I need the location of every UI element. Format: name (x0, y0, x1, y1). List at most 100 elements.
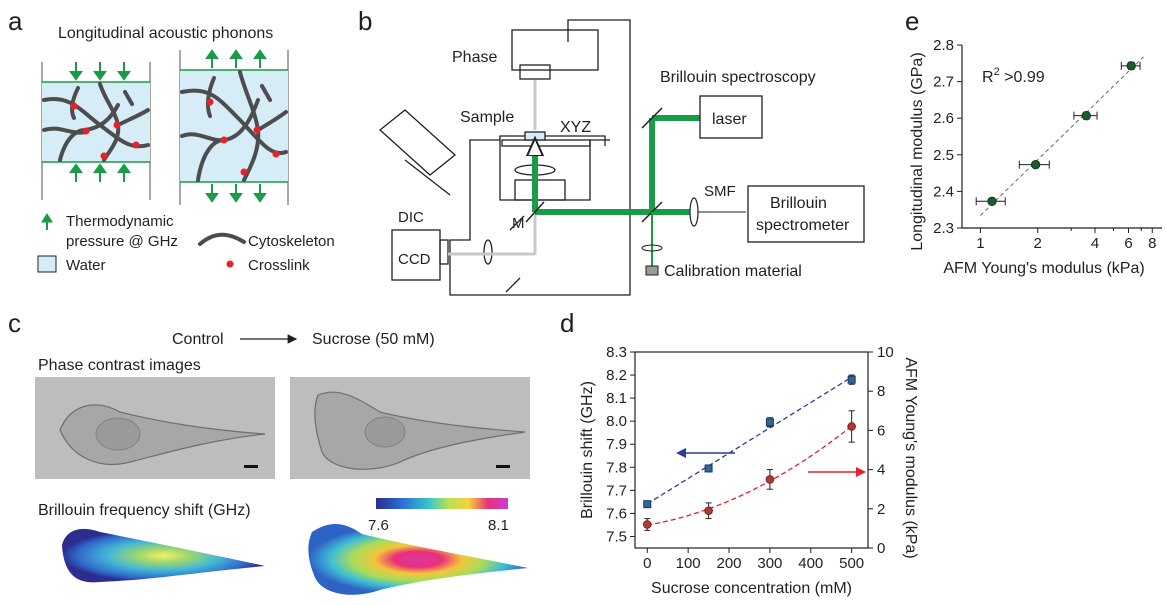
data-point-brillouin (704, 464, 713, 473)
x-tick-label: 1 (976, 235, 984, 252)
data-point-brillouin (847, 375, 856, 384)
x-tick-label: 500 (839, 555, 864, 572)
x-tick-label: 200 (717, 555, 742, 572)
legend-crosslink: Crosslink (248, 257, 310, 274)
y-tick-label: 7.6 (606, 505, 627, 522)
pressure-arrow-icon (41, 213, 53, 230)
panel-d: d 0 100 200 300 400 5007.57.67.77.87.98.08.18… (560, 308, 919, 597)
y-tick-label: 2.7 (933, 74, 954, 91)
label-m: M (512, 215, 525, 232)
label-spectrometer-line1: Brillouin (770, 195, 827, 212)
panel-c-label: c (8, 308, 21, 338)
laser-box (699, 95, 763, 139)
legend-cytoskeleton: Cytoskeleton (248, 233, 335, 250)
panel-d-label: d (560, 308, 574, 338)
data-point (1126, 61, 1136, 71)
phonon-box-expanded (179, 49, 289, 205)
label-brillouin-map: Brillouin frequency shift (GHz) (38, 502, 251, 519)
colorbar-min: 7.6 (368, 517, 389, 534)
label-ccd: CCD (398, 251, 431, 268)
y2-tick-label: 8 (877, 383, 885, 400)
label-sample: Sample (460, 109, 514, 126)
y-tick-label: 8.1 (606, 390, 627, 407)
fit-line-series-1 (647, 425, 853, 526)
calibration-lens (641, 244, 663, 252)
chart-d: 0 100 200 300 400 5007.57.67.77.87.98.08.18.2… (579, 344, 919, 597)
label-calibration: Calibration material (664, 263, 802, 280)
panel-b: b (358, 6, 865, 296)
calibration-sample (645, 265, 659, 276)
panel-b-label: b (358, 6, 372, 36)
x-axis-label: AFM Young's modulus (kPa) (943, 260, 1144, 277)
phase-image-control (35, 377, 275, 479)
right-axis-arrowhead-icon (856, 467, 866, 477)
brillouin-map-sucrose (308, 523, 528, 595)
label-brillouin-spectroscopy: Brillouin spectroscopy (660, 69, 816, 86)
x-tick-label: 4 (1091, 235, 1099, 252)
x-axis-label: Sucrose concentration (mM) (651, 580, 852, 597)
y-tick-label: 2.6 (933, 110, 954, 127)
y-tick-label: 2.8 (933, 37, 954, 54)
crosslink-dot-icon (226, 260, 234, 268)
y-tick-label: 8.3 (606, 344, 627, 361)
y-tick-label: 2.3 (933, 220, 954, 237)
data-point-afm (847, 422, 856, 431)
phonon-box-compressed (41, 62, 151, 200)
label-laser: laser (712, 111, 747, 128)
smf-lens (689, 197, 699, 227)
y2-tick-label: 10 (877, 344, 894, 361)
y2-tick-label: 0 (877, 540, 885, 557)
colorbar (376, 498, 508, 509)
phase-image-sucrose (290, 377, 530, 479)
x-tick-label: 100 (676, 555, 701, 572)
scale-bar (244, 465, 258, 468)
x-tick-label: 8 (1148, 235, 1156, 252)
left-axis-arrowhead-icon (676, 448, 686, 458)
panel-a-legend: Thermodynamic pressure @ GHz Cytoskeleto… (37, 213, 335, 274)
spectrometer-box (747, 185, 865, 243)
arrows-inward (69, 62, 131, 182)
y2-tick-label: 4 (877, 462, 885, 479)
label-sucrose: Sucrose (50 mM) (312, 331, 435, 348)
arrows-outward (205, 49, 267, 203)
label-smf: SMF (704, 183, 736, 200)
crosslinks (206, 98, 280, 176)
data-point-brillouin (643, 500, 652, 509)
legend-pressure-line1: Thermodynamic (66, 213, 174, 230)
brillouin-map-control (62, 528, 265, 583)
y-tick-label: 8.2 (606, 367, 627, 384)
fit-line (980, 56, 1144, 216)
x-tick-label: 2 (1034, 235, 1042, 252)
y-axis-label: Longitudinal modulus (GPa) (909, 52, 926, 250)
panel-a-title: Longitudinal acoustic phonons (58, 25, 273, 42)
y2-axis-label: AFM Young's modulus (kPa) (902, 357, 919, 558)
y-tick-label: 7.7 (606, 482, 627, 499)
plot-frame (634, 351, 869, 549)
label-control: Control (172, 331, 224, 348)
water-region (180, 70, 288, 182)
y-tick-label: 7.9 (606, 436, 627, 453)
x-tick-label: 0 (643, 555, 651, 572)
label-phase-contrast: Phase contrast images (38, 357, 201, 374)
y-tick-label: 8.0 (606, 413, 627, 430)
data-point-brillouin (765, 418, 774, 427)
x-tick-label: 400 (798, 555, 823, 572)
data-point (1081, 110, 1091, 121)
crosslinks (70, 102, 140, 160)
label-spectrometer-line2: spectrometer (756, 217, 850, 234)
data-point-afm (642, 520, 652, 529)
panel-c: c Control Sucrose (50 mM) Phase contrast… (8, 308, 530, 595)
data-point-afm (765, 475, 775, 484)
legend-pressure-line2: pressure @ GHz (66, 233, 178, 250)
cytoskeleton-icon (198, 232, 246, 246)
label-dic: DIC (398, 209, 424, 226)
panel-e-label: e (905, 6, 919, 36)
y-tick-label: 2.5 (933, 147, 954, 164)
data-point (987, 196, 997, 206)
y-tick-label: 7.8 (606, 459, 627, 476)
label-xyz: XYZ (560, 119, 591, 136)
y-axis-label: Brillouin shift (GHz) (579, 381, 596, 519)
